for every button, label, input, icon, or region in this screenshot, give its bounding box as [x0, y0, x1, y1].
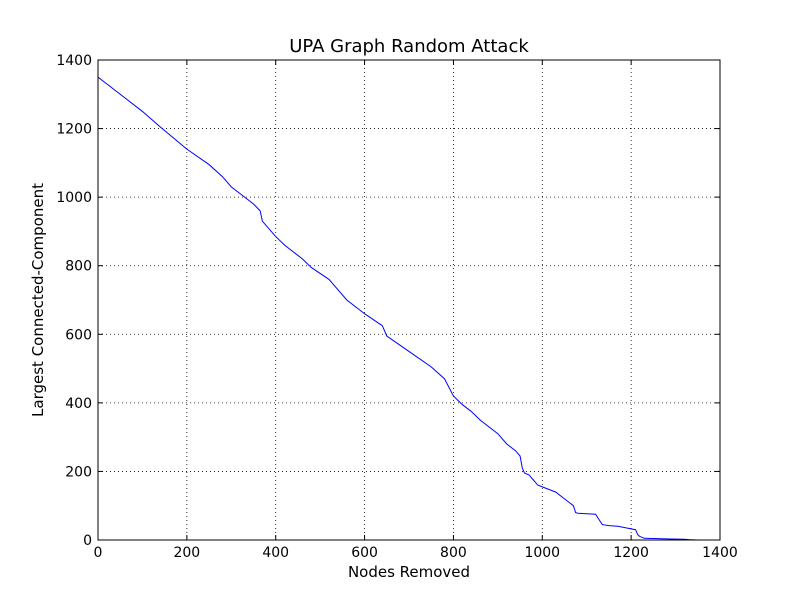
grid-layer — [98, 60, 720, 540]
y-tick-label: 600 — [65, 327, 92, 343]
y-tick-label: 1000 — [56, 190, 92, 206]
x-tick-label: 600 — [351, 545, 378, 561]
y-axis-label: Largest Connected-Component — [29, 183, 47, 417]
x-tick-label: 800 — [440, 545, 467, 561]
x-axis-label: Nodes Removed — [348, 563, 470, 581]
chart-title: UPA Graph Random Attack — [289, 36, 529, 57]
y-tick-label: 0 — [83, 533, 92, 549]
y-tick-label: 400 — [65, 396, 92, 412]
y-tick-label: 1400 — [56, 53, 92, 69]
series-layer — [97, 76, 698, 541]
series-line — [97, 76, 698, 541]
x-tick-label: 0 — [94, 545, 103, 561]
y-tick-label: 800 — [65, 259, 92, 275]
x-tick-label: 400 — [262, 545, 289, 561]
y-tick-label: 200 — [65, 464, 92, 480]
x-tick-label: 200 — [173, 545, 200, 561]
ticks-layer: 0 200 400 600 800 1000 1200 1400 0 200 400 600 800 10… — [56, 53, 737, 561]
plot-frame — [97, 59, 721, 541]
x-tick-label: 1200 — [613, 545, 649, 561]
y-tick-label: 1200 — [56, 122, 92, 138]
x-tick-label: 1000 — [524, 545, 560, 561]
x-tick-label: 1400 — [702, 545, 738, 561]
